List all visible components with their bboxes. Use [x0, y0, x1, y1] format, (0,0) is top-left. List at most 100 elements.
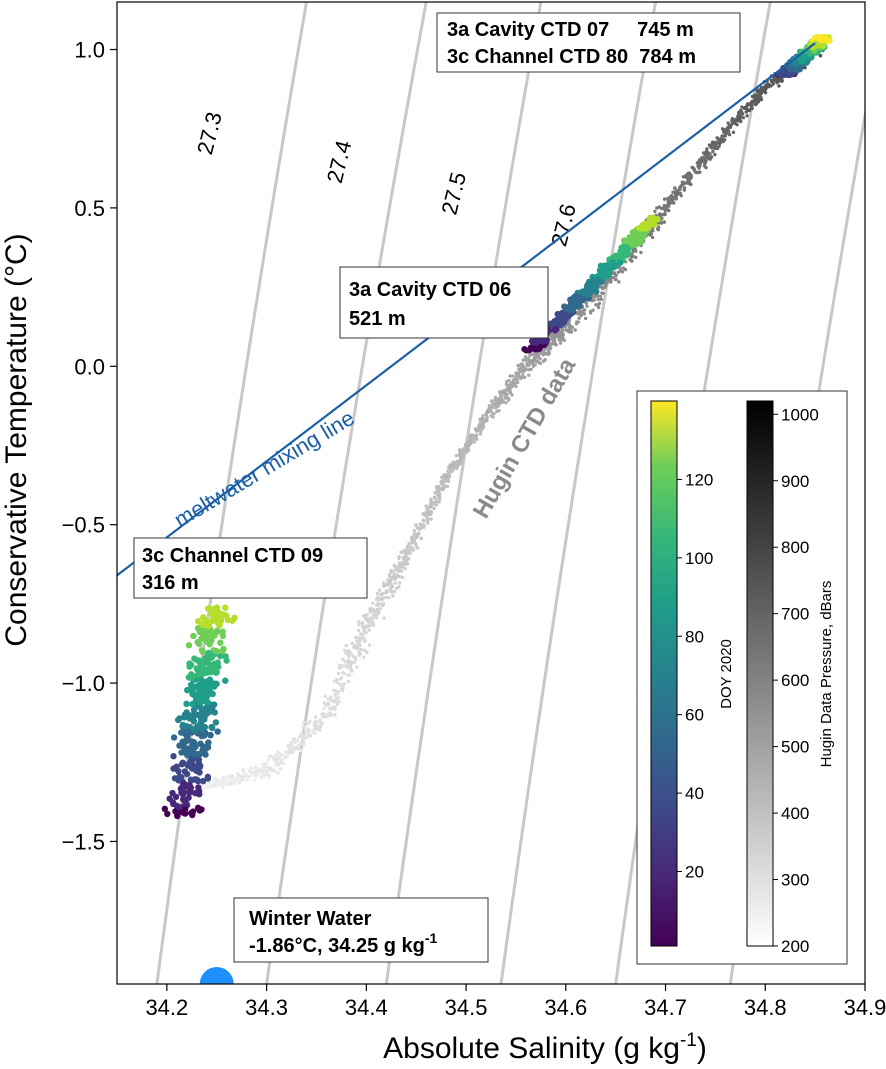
hugin-point [362, 655, 366, 659]
hugin-point [518, 363, 523, 368]
hugin-point [433, 490, 437, 495]
hugin-point [428, 510, 433, 514]
hugin-point [771, 82, 775, 86]
hugin-point [736, 118, 741, 122]
hugin-point [221, 775, 226, 780]
hugin-point [671, 196, 675, 201]
hugin-point [375, 591, 380, 596]
ctd-point [217, 652, 224, 660]
hugin-point [365, 618, 369, 623]
hugin-point [720, 127, 725, 131]
ctd-point [210, 701, 218, 708]
hugin-point [302, 742, 306, 747]
hugin-point [497, 397, 501, 401]
ctd-point [194, 777, 202, 785]
hugin-point [214, 779, 219, 784]
hugin-point [349, 667, 353, 672]
colorbar-tick-label: 400 [781, 804, 809, 823]
hugin-point [630, 259, 634, 263]
ctd-point [174, 716, 182, 724]
hugin-point [722, 134, 726, 138]
hugin-point [485, 418, 489, 423]
hugin-point [673, 186, 677, 190]
hugin-point [318, 728, 322, 732]
hugin-point [350, 641, 354, 646]
colorbar-tick-label: 700 [781, 605, 809, 624]
hugin-point [477, 424, 481, 429]
hugin-point [429, 505, 433, 509]
hugin-point [329, 696, 333, 700]
hugin-point [633, 247, 637, 251]
hugin-point [303, 725, 307, 729]
ctd-point [555, 311, 562, 318]
hugin-point [406, 556, 411, 560]
hugin-point [270, 768, 274, 772]
ctd-point [208, 668, 215, 676]
ctd-point [182, 805, 189, 813]
hugin-point [394, 586, 399, 591]
hugin-point [332, 679, 336, 684]
ctd-point [211, 709, 218, 716]
hugin-point [397, 556, 401, 561]
hugin-point [414, 523, 418, 527]
hugin-point [718, 140, 722, 145]
hugin-point [425, 521, 430, 525]
hugin-point [520, 372, 525, 377]
isopycnal-line [265, 2, 428, 984]
hugin-point [230, 774, 235, 778]
hugin-point [737, 110, 742, 115]
hugin-point [686, 171, 691, 175]
ctd-point [654, 216, 661, 223]
hugin-point [681, 175, 686, 179]
hugin-point [468, 434, 473, 439]
hugin-point [370, 620, 374, 625]
hugin-point [533, 362, 537, 367]
annotation-mid-line1: 3a Cavity CTD 06 [349, 279, 511, 301]
hugin-point [598, 294, 603, 298]
hugin-point [535, 359, 540, 364]
hugin-point [732, 118, 736, 122]
y-tick-label: −0.5 [62, 513, 105, 538]
hugin-point [704, 165, 708, 170]
hugin-point [341, 670, 345, 675]
hugin-point [656, 225, 661, 229]
hugin-point [274, 763, 278, 767]
colorbar-tick-label: 800 [781, 538, 809, 557]
hugin-point [463, 446, 467, 450]
hugin-point [709, 155, 714, 159]
x-tick-label: 34.6 [544, 995, 587, 1020]
annotation-mid: 3a Cavity CTD 06 521 m [339, 266, 549, 339]
ctd-point [175, 767, 182, 775]
hugin-point [405, 549, 409, 554]
hugin-point [243, 772, 247, 776]
hugin-point [408, 551, 412, 556]
hugin-point [447, 472, 451, 476]
hugin-point [402, 558, 406, 562]
hugin-point [559, 330, 563, 334]
colorbar-tick-label: 80 [685, 627, 704, 646]
hugin-point [337, 663, 341, 667]
hugin-point [371, 613, 376, 617]
ctd-point [213, 627, 221, 634]
ctd-point [196, 750, 204, 758]
ctd-point [175, 804, 183, 811]
hugin-point [639, 250, 643, 255]
hugin-point [365, 613, 369, 617]
hugin-point [710, 140, 715, 144]
ctd-point [164, 810, 171, 818]
ctd-point [208, 723, 215, 731]
hugin-point [540, 350, 545, 355]
annotation-left: 3c Channel CTD 09 316 m [133, 537, 368, 599]
hugin-point [350, 652, 354, 657]
hugin-point [599, 297, 603, 301]
hugin-point [459, 459, 463, 463]
hugin-point [735, 122, 739, 127]
hugin-point [657, 205, 661, 209]
x-tick-label: 34.8 [744, 995, 787, 1020]
hugin-point [353, 635, 358, 640]
hugin-point [432, 506, 436, 511]
y-axis-title: Conservative Temperature (°C) [0, 233, 33, 646]
hugin-point [444, 474, 449, 479]
isopycnal-label: 27.4 [322, 138, 357, 186]
ctd-point [193, 763, 200, 771]
